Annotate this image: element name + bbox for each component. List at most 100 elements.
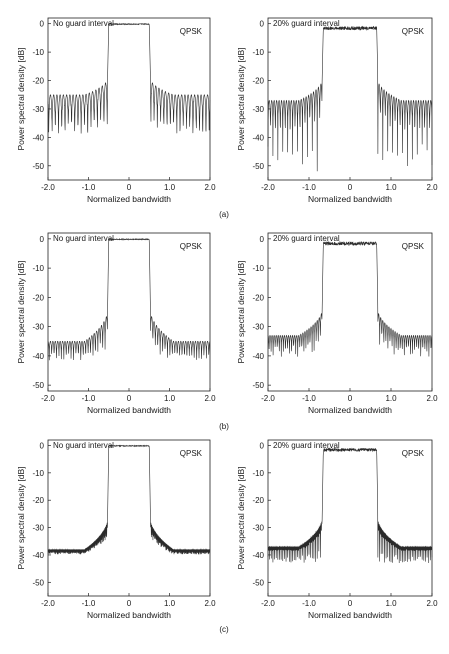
x-tick-label: 2.0	[426, 394, 438, 403]
x-tick-label: -1.0	[302, 599, 316, 608]
y-tick-label: -20	[32, 496, 44, 505]
x-tick-label: 2.0	[426, 599, 438, 608]
guard-interval-annotation: No guard interval	[53, 19, 114, 28]
caption-a: (a)	[219, 210, 229, 219]
x-tick-label: 0	[127, 394, 132, 403]
panel-b-left: -2.0 -1.0 0 1.0 2.0 0 -10 -20 -30 -40 -50 Normalize…	[16, 232, 216, 415]
y-tick-label: -50	[252, 162, 264, 171]
y-tick-label: -10	[32, 48, 44, 57]
y-tick-label: 0	[40, 20, 45, 29]
psd-curve	[267, 240, 433, 357]
y-tick-label: -10	[32, 264, 44, 273]
panel-c-right: -2.0 -1.0 0 1.0 2.0 0 -10 -20 -30 -40 -50 Normalize…	[236, 439, 438, 620]
y-tick-label: -50	[252, 381, 264, 390]
y-tick-label: -50	[32, 162, 44, 171]
panel-c-left: -2.0 -1.0 0 1.0 2.0 0 -10 -20 -30 -40 -50 Normalize…	[16, 439, 216, 620]
x-tick-label: -1.0	[302, 394, 316, 403]
panel-a-left: -2.0 -1.0 0 1.0 2.0 0 -10 -20 -30 -40 -50 Normalize…	[16, 17, 216, 204]
guard-interval-annotation: 20% guard interval	[273, 234, 340, 243]
plot-frame	[267, 232, 433, 392]
psd-curve	[47, 444, 211, 555]
guard-interval-annotation: 20% guard interval	[273, 441, 340, 450]
y-axis-label: Power spectral density [dB]	[16, 261, 26, 364]
modulation-label: QPSK	[180, 449, 203, 458]
y-tick-label: 0	[40, 235, 45, 244]
x-tick-label: 1.0	[385, 183, 397, 192]
y-tick-label: -50	[32, 578, 44, 587]
modulation-label: QPSK	[402, 27, 425, 36]
x-axis-label: Normalized bandwidth	[87, 194, 171, 204]
y-tick-label: -40	[32, 352, 44, 361]
x-tick-label: 0	[127, 599, 132, 608]
plot-frame	[47, 439, 211, 597]
y-tick-label: 0	[260, 441, 265, 450]
y-axis-label: Power spectral density [dB]	[16, 48, 26, 151]
x-tick-label: -2.0	[261, 599, 275, 608]
x-tick-label: 1.0	[164, 183, 176, 192]
y-tick-label: -10	[32, 469, 44, 478]
guard-interval-annotation: 20% guard interval	[273, 19, 340, 28]
x-tick-label: 2.0	[204, 599, 216, 608]
y-tick-label: -20	[252, 293, 264, 302]
x-tick-label: 1.0	[385, 599, 397, 608]
psd-curve	[267, 447, 433, 564]
modulation-label: QPSK	[402, 242, 425, 251]
x-tick-label: 1.0	[385, 394, 397, 403]
y-tick-label: -10	[252, 469, 264, 478]
y-tick-label: -20	[252, 77, 264, 86]
y-axis-label: Power spectral density [dB]	[236, 261, 246, 364]
x-axis-label: Normalized bandwidth	[308, 610, 392, 620]
plot-frame	[47, 232, 211, 392]
x-tick-label: 0	[127, 183, 132, 192]
x-tick-label: 2.0	[426, 183, 438, 192]
x-tick-label: -1.0	[82, 183, 96, 192]
x-tick-label: 0	[348, 394, 353, 403]
y-tick-label: -40	[32, 133, 44, 142]
x-axis-label: Normalized bandwidth	[308, 405, 392, 415]
y-tick-label: -40	[252, 352, 264, 361]
x-tick-label: 2.0	[204, 394, 216, 403]
y-tick-label: -20	[32, 293, 44, 302]
x-tick-label: 0	[348, 599, 353, 608]
x-tick-label: -2.0	[41, 394, 55, 403]
y-axis-label: Power spectral density [dB]	[16, 467, 26, 570]
y-tick-label: 0	[260, 20, 265, 29]
y-tick-label: -10	[252, 48, 264, 57]
y-tick-label: -30	[252, 105, 264, 114]
panel-b-right: -2.0 -1.0 0 1.0 2.0 0 -10 -20 -30 -40 -50 Normalize…	[236, 232, 438, 415]
y-tick-label: -20	[32, 77, 44, 86]
caption-c: (c)	[219, 625, 229, 634]
x-tick-label: -2.0	[261, 394, 275, 403]
guard-interval-annotation: No guard interval	[53, 234, 114, 243]
x-tick-label: 1.0	[164, 394, 176, 403]
y-tick-label: -30	[252, 323, 264, 332]
psd-curve	[267, 25, 433, 172]
y-tick-label: -10	[252, 264, 264, 273]
x-axis-label: Normalized bandwidth	[87, 610, 171, 620]
x-tick-label: 1.0	[164, 599, 176, 608]
x-tick-label: 2.0	[204, 183, 216, 192]
guard-interval-annotation: No guard interval	[53, 441, 114, 450]
x-tick-label: -2.0	[41, 599, 55, 608]
panel-a-right: -2.0 -1.0 0 1.0 2.0 0 -10 -20 -30 -40 -50 Normalize…	[236, 17, 438, 204]
y-tick-label: -30	[252, 524, 264, 533]
y-axis-label: Power spectral density [dB]	[236, 48, 246, 151]
y-tick-label: -30	[32, 524, 44, 533]
x-tick-label: 0	[348, 183, 353, 192]
modulation-label: QPSK	[180, 27, 203, 36]
y-axis-label: Power spectral density [dB]	[236, 467, 246, 570]
x-tick-label: -1.0	[82, 394, 96, 403]
x-tick-label: -1.0	[302, 183, 316, 192]
x-tick-label: -1.0	[82, 599, 96, 608]
plot-frame	[267, 439, 433, 597]
y-tick-label: -40	[252, 551, 264, 560]
y-tick-label: -50	[252, 578, 264, 587]
y-tick-label: -20	[252, 496, 264, 505]
y-tick-label: -40	[32, 551, 44, 560]
modulation-label: QPSK	[402, 449, 425, 458]
y-tick-label: -30	[32, 323, 44, 332]
y-tick-label: 0	[40, 441, 45, 450]
y-tick-label: -30	[32, 105, 44, 114]
caption-b: (b)	[219, 422, 229, 431]
